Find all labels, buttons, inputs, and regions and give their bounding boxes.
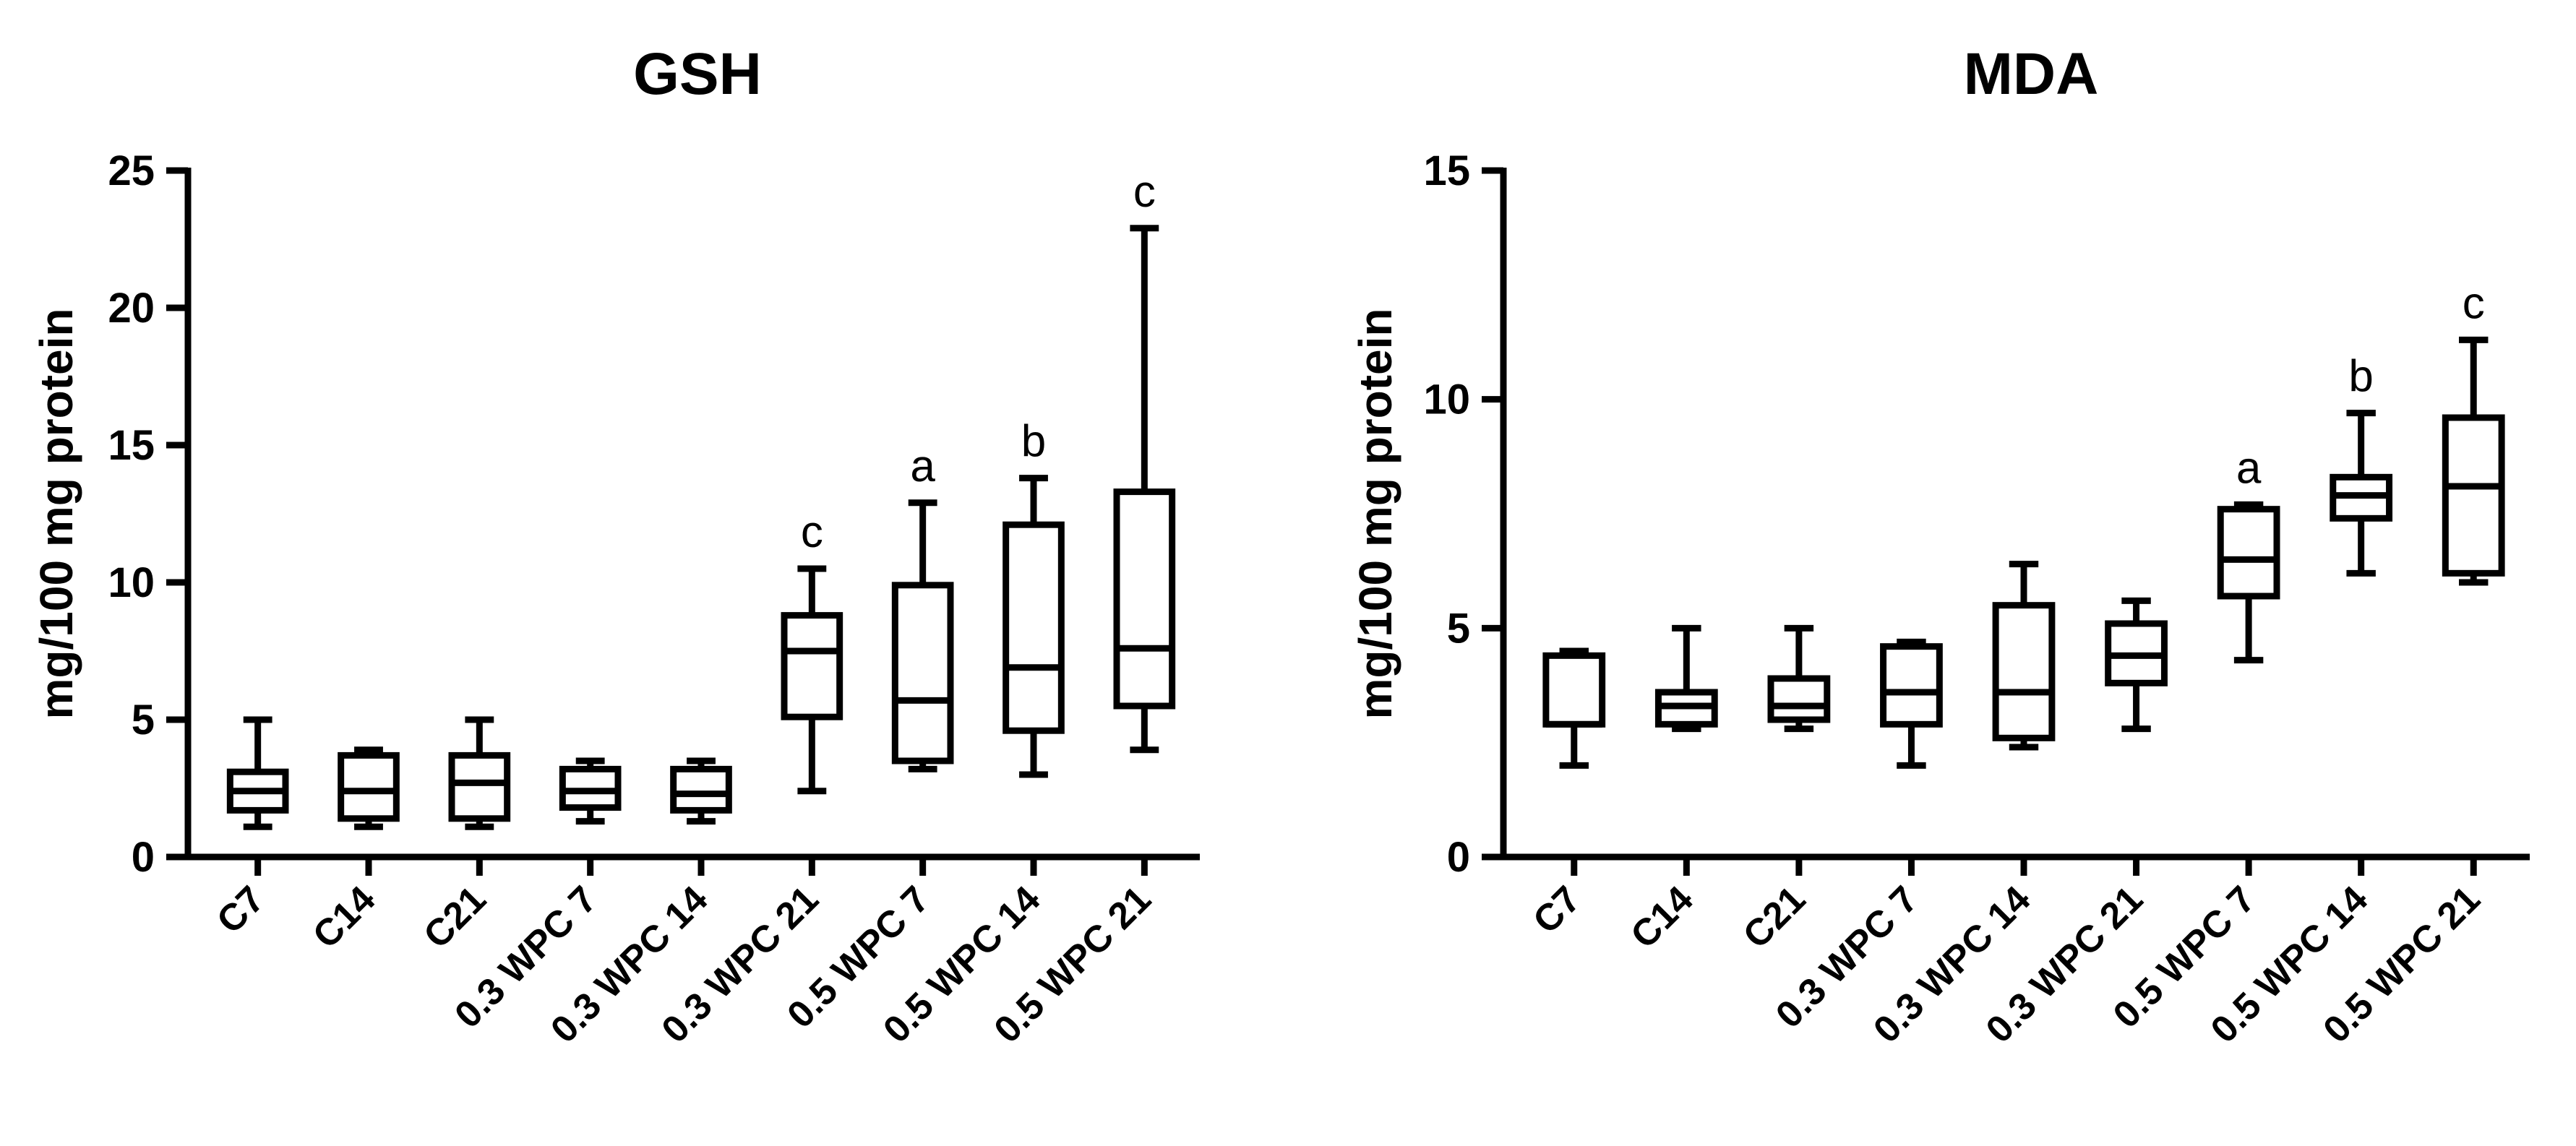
significance-label: c: [2463, 278, 2485, 328]
iqr-box: [1003, 521, 1065, 734]
mda-box-9: c: [2442, 278, 2505, 586]
iqr-box: [1880, 643, 1943, 728]
significance-label: a: [910, 441, 935, 491]
mda-chart-title: MDA: [1964, 41, 2099, 107]
gsh-box-7: a: [891, 441, 954, 772]
iqr-box: [891, 582, 954, 764]
mda-box-1: [1542, 647, 1606, 769]
iqr-box: [1992, 602, 2056, 741]
significance-label: b: [2348, 352, 2373, 402]
mda-box-6: [2105, 597, 2168, 733]
gsh-y-axis-label: mg/100 mg protein: [30, 309, 82, 720]
gsh-y-tick-label: 5: [132, 697, 155, 744]
significance-label: a: [2236, 443, 2262, 493]
mda-category-label: C21: [1735, 878, 1813, 956]
iqr-box: [1542, 652, 1606, 728]
mda-y-tick-label: 5: [1447, 605, 1470, 652]
gsh-category-label: C21: [416, 878, 494, 956]
gsh-chart-title: GSH: [633, 41, 762, 107]
mda-box-8: b: [2330, 352, 2393, 577]
iqr-box: [1113, 488, 1176, 710]
mda-box-3: [1767, 624, 1831, 733]
significance-label: b: [1021, 417, 1046, 467]
gsh-box-4: [559, 757, 622, 825]
mda-category-label: C7: [1525, 878, 1589, 942]
gsh-y-tick-label: 20: [108, 285, 155, 332]
mda-box-2: [1654, 624, 1718, 733]
iqr-box: [448, 751, 511, 822]
iqr-box: [2217, 506, 2280, 600]
gsh-box-3: [448, 716, 511, 830]
gsh-y-tick-label: 15: [108, 422, 155, 469]
iqr-box: [1767, 675, 1831, 723]
gsh-box-1: [226, 716, 289, 830]
mda-y-axis-label: mg/100 mg protein: [1349, 309, 1401, 720]
mda-box-7: a: [2217, 443, 2280, 664]
gsh-box-8: b: [1003, 417, 1065, 778]
mda-box-5: [1992, 561, 2056, 751]
gsh-box-9: c: [1113, 167, 1176, 754]
gsh-y-tick-label: 10: [108, 559, 155, 606]
mda-y-tick-label: 15: [1423, 147, 1470, 194]
mda-box-4: [1880, 638, 1943, 769]
mda-category-label: C14: [1623, 878, 1701, 957]
gsh-box-2: [338, 746, 400, 830]
significance-label: c: [801, 507, 823, 557]
iqr-box: [781, 612, 843, 720]
iqr-box: [338, 751, 400, 822]
significance-label: c: [1133, 167, 1156, 217]
gsh-y-tick-label: 25: [108, 147, 155, 194]
iqr-box: [670, 765, 732, 814]
iqr-box: [2442, 414, 2505, 577]
gsh-box-6: c: [781, 507, 843, 795]
gsh-y-tick-label: 0: [132, 834, 155, 881]
gsh-box-5: [670, 757, 732, 825]
mda-y-tick-label: 0: [1447, 834, 1470, 881]
gsh-category-label: C14: [305, 878, 384, 957]
mda-y-tick-label: 10: [1423, 376, 1470, 423]
gsh-category-label: C7: [209, 878, 272, 942]
